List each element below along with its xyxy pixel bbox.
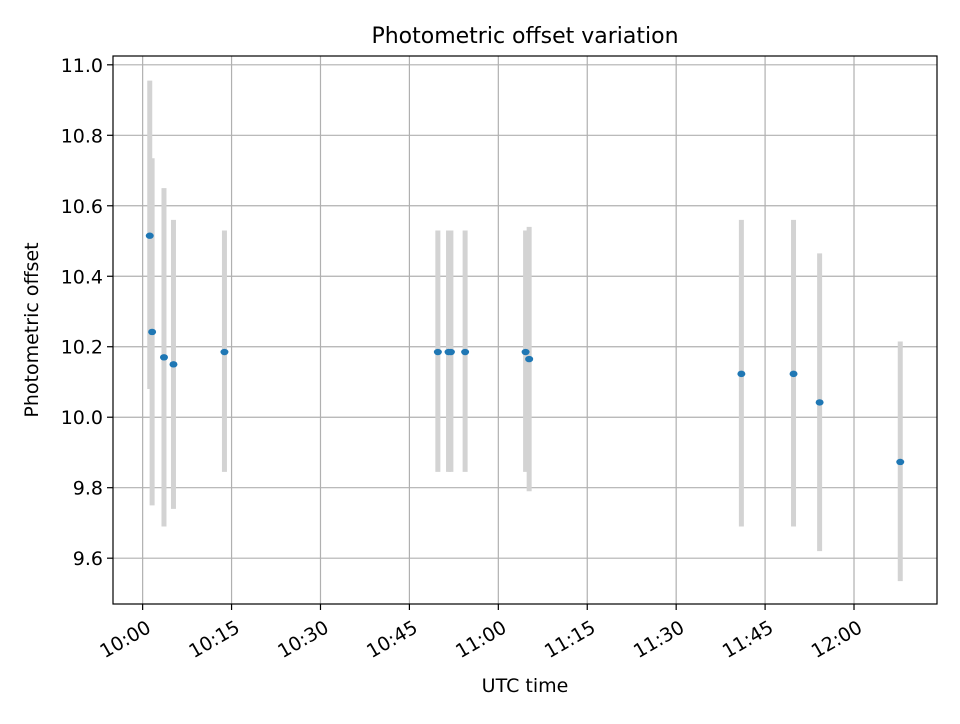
y-tick-label: 11.0: [61, 55, 103, 77]
data-point: [148, 328, 157, 336]
data-point: [169, 361, 178, 368]
y-axis-ticks: 9.6 9.8 10.0 10.2 10.4 10.6 10.8 11.0: [61, 55, 113, 570]
data-point: [896, 458, 905, 466]
y-tick-label: 10.8: [61, 125, 103, 147]
y-axis-label: Photometric offset: [21, 242, 43, 417]
y-tick-label: 9.6: [73, 548, 103, 570]
point-layer: [145, 232, 905, 466]
y-tick-label: 10.2: [61, 337, 103, 359]
data-point: [159, 354, 168, 361]
x-axis-label: UTC time: [482, 675, 569, 697]
data-point: [521, 348, 530, 356]
y-tick-label: 9.8: [73, 478, 103, 500]
plot-frame: [112, 55, 938, 605]
data-point: [433, 348, 442, 356]
data-point: [461, 348, 470, 356]
data-point: [220, 348, 229, 356]
data-point: [789, 370, 798, 378]
y-tick-label: 10.4: [61, 266, 103, 288]
data-point: [446, 348, 455, 356]
chart-title: Photometric offset variation: [371, 24, 678, 49]
data-point: [815, 399, 824, 406]
data-point: [145, 232, 154, 239]
data-point: [525, 355, 534, 363]
y-tick-label: 10.6: [61, 196, 103, 218]
y-tick-label: 10.0: [61, 407, 103, 429]
data-point: [737, 370, 746, 378]
